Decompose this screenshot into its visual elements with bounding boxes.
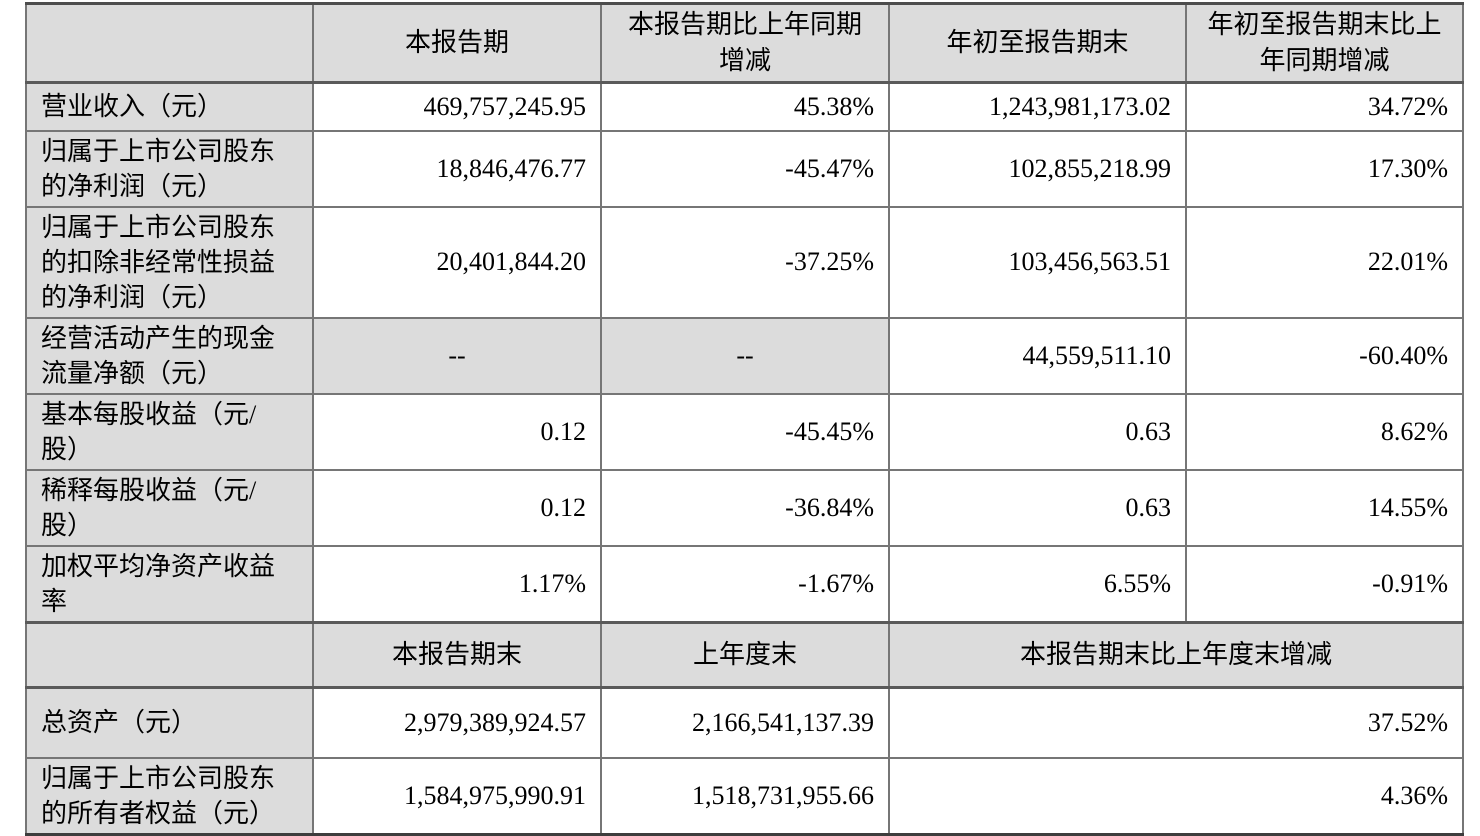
net-profit-excl-nonrecurring-current: 20,401,844.20: [312, 205, 602, 319]
operating-cash-flow-label: 经营活动产生的现金 流量净额（元）: [25, 316, 314, 395]
row-total-assets: 总资产（元） 2,979,389,924.57 2,166,541,137.39…: [25, 686, 1464, 759]
net-profit-ytd: 102,855,218.99: [888, 129, 1187, 208]
operating-revenue-current: 469,757,245.95: [312, 81, 602, 132]
row-basic-eps: 基本每股收益（元/ 股） 0.12 -45.45% 0.63 8.62%: [25, 392, 1464, 471]
row-shareholders-equity: 归属于上市公司股东 的所有者权益（元） 1,584,975,990.91 1,5…: [25, 757, 1464, 836]
column-header-ytd-yoy-change: 年初至报告期末比上 年同期增减: [1185, 2, 1464, 84]
basic-eps-yoy: -45.45%: [600, 392, 890, 471]
header-row-period: 本报告期 本报告期比上年同期 增减 年初至报告期末 年初至报告期末比上 年同期增…: [25, 2, 1464, 84]
row-net-profit: 归属于上市公司股东 的净利润（元） 18,846,476.77 -45.47% …: [25, 129, 1464, 208]
operating-cash-flow-current: --: [312, 316, 602, 395]
header-row-period-end: 本报告期末 上年度末 本报告期末比上年度末增减: [25, 620, 1464, 689]
total-assets-change: 37.52%: [888, 686, 1464, 759]
basic-eps-current: 0.12: [312, 392, 602, 471]
total-assets-label: 总资产（元）: [25, 686, 314, 759]
net-profit-excl-nonrecurring-label: 归属于上市公司股东 的扣除非经常性损益 的净利润（元）: [25, 205, 314, 319]
operating-cash-flow-yoy: --: [600, 316, 890, 395]
operating-revenue-ytd: 1,243,981,173.02: [888, 81, 1187, 132]
column-header-current-period: 本报告期: [312, 2, 602, 84]
diluted-eps-ytd: 0.63: [888, 468, 1187, 547]
net-profit-excl-nonrecurring-ytd-yoy: 22.01%: [1185, 205, 1464, 319]
operating-revenue-label: 营业收入（元）: [25, 81, 314, 132]
basic-eps-ytd: 0.63: [888, 392, 1187, 471]
net-profit-yoy: -45.47%: [600, 129, 890, 208]
row-operating-revenue: 营业收入（元） 469,757,245.95 45.38% 1,243,981,…: [25, 81, 1464, 132]
weighted-avg-roe-label: 加权平均净资产收益 率: [25, 544, 314, 623]
row-diluted-eps: 稀释每股收益（元/ 股） 0.12 -36.84% 0.63 14.55%: [25, 468, 1464, 547]
net-profit-excl-nonrecurring-ytd: 103,456,563.51: [888, 205, 1187, 319]
header-corner-cell: [25, 2, 314, 84]
column-header-current-yoy-change: 本报告期比上年同期 增减: [600, 2, 890, 84]
net-profit-ytd-yoy: 17.30%: [1185, 129, 1464, 208]
diluted-eps-ytd-yoy: 14.55%: [1185, 468, 1464, 547]
column-header-end-vs-prior-end-change: 本报告期末比上年度末增减: [888, 620, 1464, 689]
net-profit-excl-nonrecurring-yoy: -37.25%: [600, 205, 890, 319]
header2-corner-cell: [25, 620, 314, 689]
shareholders-equity-change: 4.36%: [888, 757, 1464, 836]
net-profit-label: 归属于上市公司股东 的净利润（元）: [25, 129, 314, 208]
column-header-ytd: 年初至报告期末: [888, 2, 1187, 84]
basic-eps-ytd-yoy: 8.62%: [1185, 392, 1464, 471]
shareholders-equity-period-end: 1,584,975,990.91: [312, 757, 602, 836]
row-weighted-avg-roe: 加权平均净资产收益 率 1.17% -1.67% 6.55% -0.91%: [25, 544, 1464, 623]
operating-cash-flow-ytd: 44,559,511.10: [888, 316, 1187, 395]
operating-cash-flow-ytd-yoy: -60.40%: [1185, 316, 1464, 395]
row-net-profit-excl-nonrecurring: 归属于上市公司股东 的扣除非经常性损益 的净利润（元） 20,401,844.2…: [25, 205, 1464, 319]
column-header-period-end: 本报告期末: [312, 620, 602, 689]
diluted-eps-yoy: -36.84%: [600, 468, 890, 547]
basic-eps-label: 基本每股收益（元/ 股）: [25, 392, 314, 471]
total-assets-period-end: 2,979,389,924.57: [312, 686, 602, 759]
key-financials-table: 本报告期 本报告期比上年同期 增减 年初至报告期末 年初至报告期末比上 年同期增…: [25, 2, 1464, 836]
operating-revenue-ytd-yoy: 34.72%: [1185, 81, 1464, 132]
weighted-avg-roe-yoy: -1.67%: [600, 544, 890, 623]
weighted-avg-roe-current: 1.17%: [312, 544, 602, 623]
weighted-avg-roe-ytd: 6.55%: [888, 544, 1187, 623]
diluted-eps-label: 稀释每股收益（元/ 股）: [25, 468, 314, 547]
column-header-prior-year-end: 上年度末: [600, 620, 890, 689]
shareholders-equity-prior-year-end: 1,518,731,955.66: [600, 757, 890, 836]
total-assets-prior-year-end: 2,166,541,137.39: [600, 686, 890, 759]
shareholders-equity-label: 归属于上市公司股东 的所有者权益（元）: [25, 757, 314, 836]
net-profit-current: 18,846,476.77: [312, 129, 602, 208]
row-operating-cash-flow: 经营活动产生的现金 流量净额（元） -- -- 44,559,511.10 -6…: [25, 316, 1464, 395]
diluted-eps-current: 0.12: [312, 468, 602, 547]
operating-revenue-yoy: 45.38%: [600, 81, 890, 132]
weighted-avg-roe-ytd-yoy: -0.91%: [1185, 544, 1464, 623]
